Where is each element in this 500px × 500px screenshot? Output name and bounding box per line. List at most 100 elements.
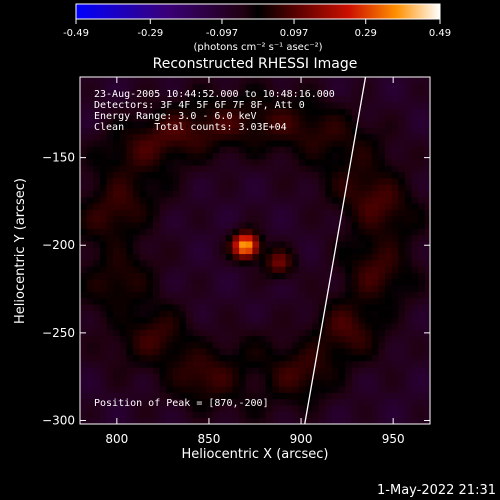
heatmap-cell [86, 272, 94, 280]
heatmap-cell [358, 304, 366, 311]
heatmap-cell [93, 316, 101, 324]
heatmap-cell [146, 222, 154, 229]
heatmap-cell [365, 234, 373, 242]
heatmap-cell [159, 234, 167, 242]
heatmap-cell [139, 335, 147, 343]
heatmap-cell [312, 228, 320, 236]
heatmap-cell [252, 354, 260, 362]
heatmap-cell [378, 234, 386, 242]
heatmap-cell [212, 367, 220, 374]
heatmap-cell [385, 253, 393, 261]
heatmap-cell [146, 411, 154, 419]
heatmap-cell [146, 234, 154, 242]
heatmap-cell [345, 417, 353, 424]
heatmap-cell [245, 77, 253, 84]
heatmap-cell [219, 95, 227, 103]
heatmap-cell [119, 405, 127, 412]
heatmap-cell [152, 341, 160, 349]
heatmap-cell [252, 196, 260, 204]
heatmap-cell [172, 341, 180, 349]
heatmap-cell [93, 190, 101, 198]
heatmap-cell [232, 108, 240, 116]
heatmap-cell [365, 367, 373, 374]
heatmap-cell [172, 304, 180, 311]
heatmap-cell [385, 215, 393, 223]
heatmap-cell [345, 203, 353, 210]
heatmap-cell [219, 114, 227, 122]
heatmap-cell [80, 348, 88, 355]
heatmap-cell [305, 77, 313, 84]
heatmap-cell [232, 209, 240, 217]
heatmap-cell [199, 247, 207, 255]
heatmap-cell [106, 304, 114, 311]
heatmap-cell [139, 297, 147, 305]
heatmap-cell [206, 121, 214, 128]
heatmap-cell [199, 114, 207, 122]
heatmap-cell [252, 297, 260, 305]
heatmap-cell [119, 146, 127, 154]
heatmap-cell [385, 146, 393, 154]
heatmap-cell [278, 152, 286, 160]
heatmap-cell [259, 405, 267, 412]
heatmap-cell [404, 209, 412, 217]
heatmap-cell [418, 335, 426, 343]
heatmap-cell [239, 228, 247, 236]
heatmap-cell [385, 209, 393, 217]
heatmap-cell [133, 304, 141, 311]
heatmap-cell [312, 367, 320, 374]
heatmap-cell [146, 171, 154, 179]
heatmap-cell [186, 190, 194, 198]
heatmap-cell [192, 304, 200, 311]
heatmap-cell [93, 285, 101, 292]
heatmap-cell [325, 360, 333, 368]
heatmap-cell [152, 367, 160, 374]
heatmap-cell [206, 89, 214, 97]
heatmap-cell [139, 341, 147, 349]
heatmap-cell [80, 234, 88, 242]
heatmap-cell [365, 203, 373, 210]
heatmap-cell [199, 367, 207, 374]
heatmap-cell [106, 209, 114, 217]
heatmap-cell [292, 266, 300, 273]
heatmap-cell [179, 241, 187, 248]
heatmap-cell [259, 89, 267, 97]
heatmap-cell [385, 89, 393, 97]
heatmap-cell [80, 215, 88, 223]
heatmap-cell [139, 291, 147, 299]
heatmap-cell [152, 196, 160, 204]
heatmap-cell [418, 241, 426, 248]
heatmap-cell [166, 291, 174, 299]
heatmap-cell [305, 405, 313, 412]
heatmap-cell [351, 140, 359, 147]
heatmap-cell [133, 184, 141, 191]
heatmap-cell [285, 234, 293, 242]
heatmap-cell [272, 171, 280, 179]
heatmap-cell [345, 140, 353, 147]
heatmap-cell [298, 127, 306, 135]
heatmap-cell [259, 177, 267, 185]
heatmap-cell [119, 291, 127, 299]
heatmap-cell [325, 222, 333, 229]
heatmap-cell [146, 266, 154, 273]
heatmap-cell [424, 310, 430, 318]
heatmap-cell [272, 323, 280, 330]
heatmap-cell [186, 360, 194, 368]
heatmap-cell [411, 291, 419, 299]
heatmap-cell [351, 392, 359, 400]
heatmap-cell [93, 398, 101, 406]
heatmap-cell [225, 234, 233, 242]
heatmap-cell [186, 354, 194, 362]
heatmap-cell [371, 354, 379, 362]
heatmap-cell [332, 266, 340, 273]
heatmap-cell [133, 171, 141, 179]
heatmap-cell [206, 77, 214, 84]
heatmap-cell [391, 354, 399, 362]
heatmap-cell [305, 190, 313, 198]
heatmap-cell [278, 285, 286, 292]
heatmap-cell [212, 95, 220, 103]
heatmap-cell [398, 392, 406, 400]
heatmap-cell [232, 247, 240, 255]
heatmap-cell [99, 209, 107, 217]
heatmap-cell [358, 152, 366, 160]
heatmap-cell [159, 335, 167, 343]
